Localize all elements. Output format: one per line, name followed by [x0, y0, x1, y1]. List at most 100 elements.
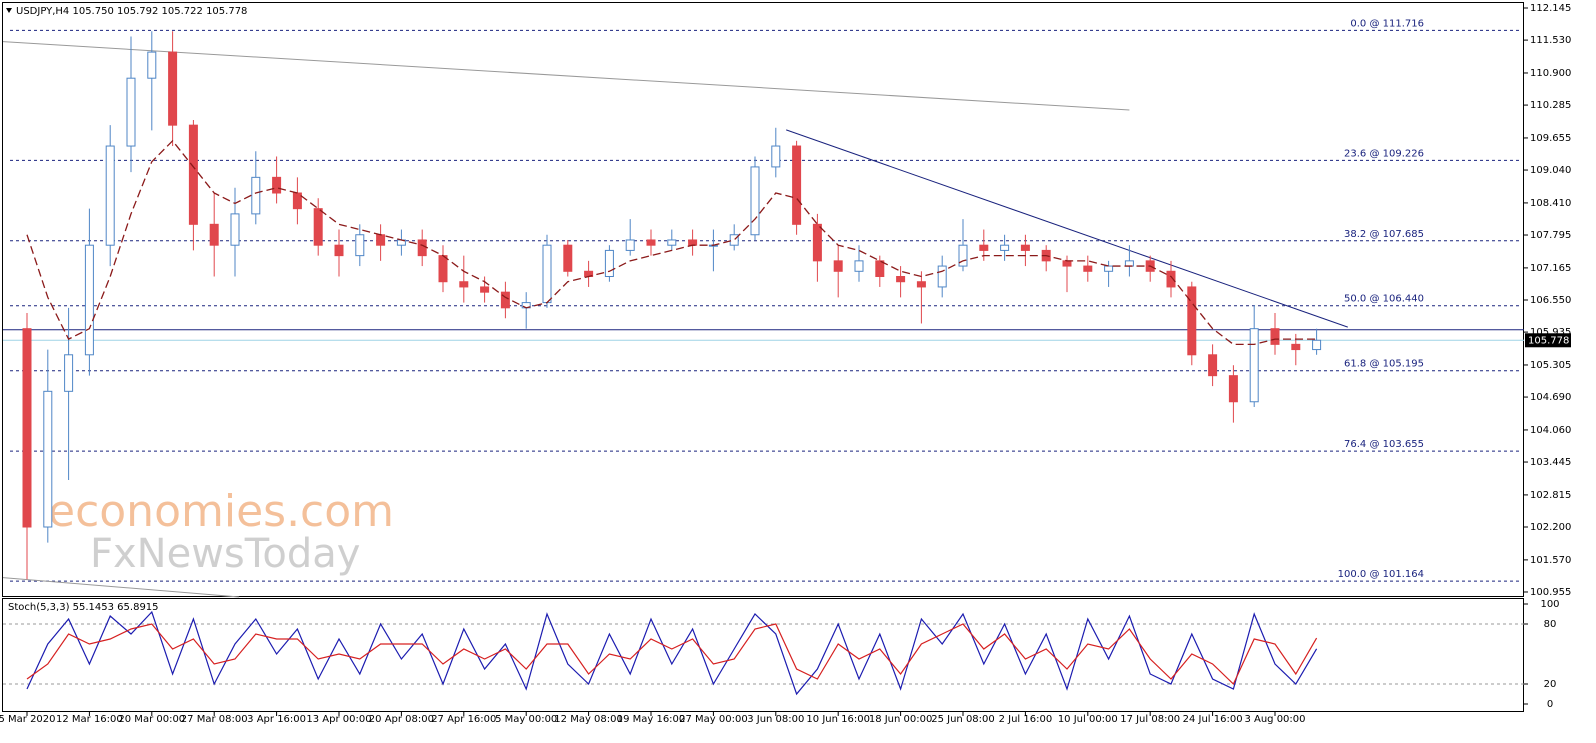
x-tick-label: 27 Apr 16:00	[431, 714, 496, 725]
candle-body	[833, 260, 843, 272]
watermark: FxNewsToday	[90, 531, 360, 577]
candle-body	[43, 390, 53, 528]
x-tick-label: 27 Mar 08:00	[181, 714, 248, 725]
y-tick-label: 105.935	[1530, 327, 1571, 338]
x-tick-label: 19 May 16:00	[617, 714, 686, 725]
y-tick-label: 110.900	[1530, 68, 1571, 79]
y-tick-label: 104.690	[1530, 392, 1571, 403]
x-tick-label: 20 Mar 00:00	[118, 714, 185, 725]
candle-body	[875, 260, 885, 278]
y-tick-label: 100.955	[1530, 587, 1571, 598]
x-tick-label: 10 Jul 00:00	[1058, 714, 1118, 725]
stoch-tick-label: 0	[1547, 699, 1553, 710]
fib-label: 100.0 @ 101.164	[1338, 569, 1424, 580]
fib-label: 61.8 @ 105.195	[1344, 359, 1424, 370]
stoch-line	[26, 623, 1318, 686]
x-tick-label: 12 Mar 16:00	[56, 714, 123, 725]
candle-body	[1000, 244, 1010, 251]
candle-body	[542, 244, 552, 304]
stoch-line	[26, 610, 1318, 696]
candle-body	[147, 51, 157, 79]
x-tick-label: 3 Jun 08:00	[747, 714, 804, 725]
y-tick-label: 110.285	[1530, 100, 1571, 111]
candle-body	[376, 234, 386, 246]
y-tick-label: 111.530	[1530, 35, 1571, 46]
x-tick-label: 18 Jun 00:00	[869, 714, 933, 725]
x-tick-label: 17 Jul 08:00	[1120, 714, 1180, 725]
candle-body	[1062, 260, 1072, 267]
candle-body	[22, 328, 32, 528]
candle-body	[417, 239, 427, 257]
candle-body	[272, 176, 282, 194]
candle-body	[459, 281, 469, 288]
candle-body	[646, 239, 656, 246]
x-tick-label: 3 Apr 16:00	[247, 714, 306, 725]
trendline	[2, 577, 240, 598]
candle-body	[750, 166, 760, 236]
candle-body	[480, 286, 490, 293]
y-tick-label: 109.655	[1530, 133, 1571, 144]
candle-body	[1020, 244, 1030, 251]
candle-body	[1124, 260, 1134, 267]
candle-body	[604, 249, 614, 278]
price-label: 105.778	[1528, 335, 1569, 346]
candle-body	[313, 208, 323, 246]
y-tick-label: 102.815	[1530, 490, 1571, 501]
trendline	[786, 129, 1348, 328]
candle-body	[667, 239, 677, 246]
y-tick-label: 102.200	[1530, 522, 1571, 533]
y-tick-label: 112.145	[1530, 3, 1571, 14]
candle-body	[771, 145, 781, 168]
stoch-tick-label: 20	[1544, 679, 1557, 690]
y-tick-label: 103.445	[1530, 457, 1571, 468]
candle-body	[958, 244, 968, 267]
fib-label: 76.4 @ 103.655	[1344, 439, 1424, 450]
candle-body	[126, 77, 136, 147]
fib-label: 23.6 @ 109.226	[1344, 148, 1424, 159]
candle-body	[500, 291, 510, 309]
price-label-box	[1525, 333, 1571, 348]
candle-body	[251, 176, 261, 215]
candle-body	[84, 244, 94, 356]
x-tick-label: 27 May 00:00	[679, 714, 748, 725]
stoch-tick-label: 80	[1544, 619, 1557, 630]
candle-body	[64, 354, 74, 392]
candle-body	[688, 239, 698, 246]
x-tick-label: 25 Jun 08:00	[931, 714, 995, 725]
main-panel	[2, 2, 1524, 597]
x-tick-label: 20 Apr 08:00	[369, 714, 434, 725]
candle-body	[334, 244, 344, 257]
candle-body	[896, 276, 906, 283]
candle-body	[729, 234, 739, 246]
candle-body	[792, 145, 802, 225]
candle-body	[438, 255, 448, 283]
fib-label: 50.0 @ 106.440	[1344, 294, 1424, 305]
candle-body	[188, 124, 198, 225]
candle-body	[1228, 375, 1238, 403]
y-tick-label: 109.040	[1530, 165, 1571, 176]
x-tick-label: 3 Aug 00:00	[1244, 714, 1305, 725]
x-tick-label: 12 May 08:00	[554, 714, 623, 725]
fib-label: 38.2 @ 107.685	[1344, 229, 1424, 240]
moving-average	[26, 139, 1317, 346]
x-tick-label: 5 May 00:00	[495, 714, 557, 725]
y-tick-label: 107.795	[1530, 230, 1571, 241]
candle-body	[1166, 270, 1176, 288]
candle-body	[979, 244, 989, 251]
candle-body	[355, 234, 365, 257]
y-tick-label: 104.060	[1530, 425, 1571, 436]
candle-body	[105, 145, 115, 246]
candle-body	[1187, 286, 1197, 356]
x-tick-label: 10 Jun 16:00	[806, 714, 870, 725]
header-icon	[6, 8, 12, 13]
candle-body	[916, 281, 926, 288]
x-tick-label: 24 Jul 16:00	[1183, 714, 1243, 725]
candle-body	[1083, 265, 1093, 272]
candle-body	[168, 51, 178, 126]
candle-body	[812, 223, 822, 262]
y-tick-label: 101.570	[1530, 555, 1571, 566]
candle-body	[1249, 328, 1259, 403]
candle-body	[1208, 354, 1218, 377]
stoch-title: Stoch(5,3,3) 55.1453 65.8915	[8, 602, 159, 613]
